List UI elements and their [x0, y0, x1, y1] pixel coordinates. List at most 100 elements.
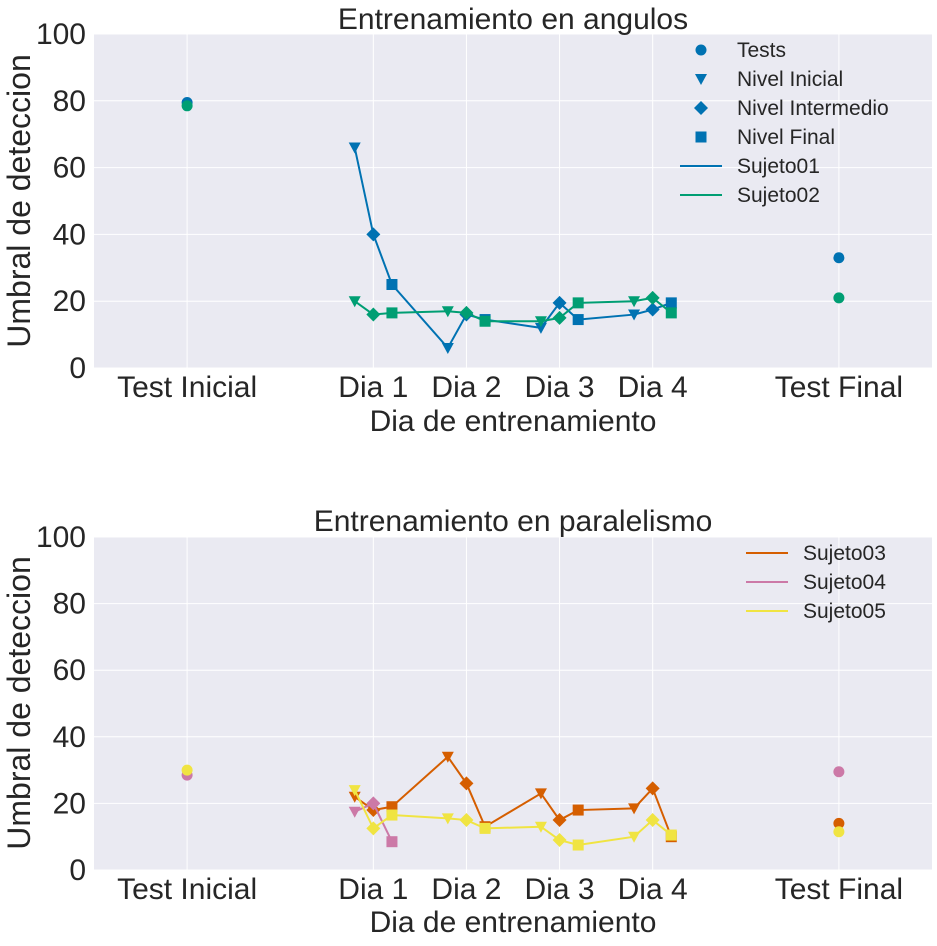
panel-angulos: Entrenamiento en angulos 0 20 40 60 80 100 Te…	[1, 3, 932, 438]
x-tick-label: Dia 4	[618, 873, 688, 906]
series-sujeto02	[181, 100, 845, 328]
data-point	[366, 821, 381, 836]
data-point	[459, 776, 474, 791]
data-point	[534, 316, 547, 328]
legend-label: Tests	[737, 39, 786, 62]
data-point	[348, 142, 361, 154]
data-point	[665, 307, 677, 319]
data-point	[441, 751, 454, 763]
y-tick-label: 100	[36, 521, 86, 554]
y-tick-label: 100	[36, 18, 86, 51]
legend-label: Nivel Intermedio	[737, 97, 889, 120]
data-point	[645, 781, 660, 796]
data-point	[534, 322, 547, 334]
y-tick-label: 40	[53, 721, 86, 754]
data-point	[386, 279, 398, 290]
data-point	[386, 809, 398, 821]
x-axis-label-paralelismo: Dia de entrenamiento	[370, 906, 657, 939]
data-point	[348, 296, 361, 308]
x-tick-label: Test Inicial	[117, 873, 257, 906]
data-point	[386, 307, 398, 319]
series-sujeto05	[181, 764, 845, 851]
series-paralelismo	[181, 751, 845, 851]
test-point	[181, 100, 193, 112]
chart-title-paralelismo: Entrenamiento en paralelismo	[314, 505, 713, 538]
x-tick-label: Test Final	[775, 371, 903, 404]
data-point	[348, 806, 361, 818]
data-point	[366, 307, 381, 322]
legend-paralelismo: Sujeto03 Sujeto04 Sujeto05	[746, 542, 886, 623]
data-point	[479, 822, 491, 834]
legend-angulos: Tests Nivel Inicial Nivel Intermedio Nivel …	[680, 39, 889, 207]
test-point	[833, 292, 845, 304]
x-tick-label: Test Final	[775, 873, 903, 906]
data-point	[628, 803, 641, 815]
data-point	[665, 297, 677, 309]
legend-label: Sujeto04	[803, 571, 886, 594]
data-point	[572, 314, 584, 326]
legend-label: Nivel Final	[737, 126, 835, 149]
data-point	[645, 302, 660, 317]
x-tick-label: Dia 2	[431, 371, 501, 404]
data-point	[552, 310, 567, 325]
x-tick-label: Dia 1	[338, 873, 408, 906]
data-point	[366, 796, 381, 811]
y-tick-label: 80	[53, 588, 86, 621]
legend-label: Sujeto01	[737, 155, 820, 178]
legend-marker	[695, 131, 707, 143]
y-ticks-angulos: 0 20 40 60 80 100	[36, 18, 86, 385]
y-tick-label: 0	[69, 854, 86, 887]
legend-label: Sujeto02	[737, 184, 820, 207]
legend-label: Sujeto05	[803, 600, 886, 623]
data-point	[552, 833, 567, 848]
data-point	[459, 813, 474, 828]
legend-label: Nivel Inicial	[737, 68, 843, 91]
data-point	[386, 801, 398, 813]
legend-label: Sujeto03	[803, 542, 886, 565]
y-tick-label: 60	[53, 654, 86, 687]
data-point	[645, 290, 660, 305]
test-point	[833, 817, 845, 829]
legend-marker	[695, 74, 707, 85]
data-point	[459, 305, 474, 320]
y-tick-label: 20	[53, 787, 86, 820]
series-angulos	[181, 96, 845, 354]
y-tick-label: 60	[53, 152, 86, 185]
plot-area-angulos	[94, 34, 932, 368]
panel-paralelismo: Entrenamiento en paralelismo 0 20 40 60 80 10…	[1, 505, 932, 939]
data-point	[441, 813, 454, 825]
chart-title-angulos: Entrenamiento en angulos	[338, 3, 688, 36]
data-point	[572, 297, 584, 309]
y-tick-label: 40	[53, 218, 86, 251]
y-tick-label: 80	[53, 85, 86, 118]
test-point	[833, 766, 845, 778]
y-tick-label: 20	[53, 285, 86, 318]
data-point	[348, 785, 361, 797]
y-ticks-paralelismo: 0 20 40 60 80 100	[36, 521, 86, 887]
data-point	[534, 788, 547, 800]
x-axis-label-angulos: Dia de entrenamiento	[370, 405, 657, 438]
data-point	[386, 836, 398, 848]
data-point	[441, 342, 454, 354]
data-point	[441, 306, 454, 318]
legend-marker	[694, 101, 708, 115]
test-point	[833, 252, 845, 264]
plot-area-paralelismo	[94, 537, 932, 870]
x-tick-label: Dia 3	[525, 873, 595, 906]
data-point	[572, 804, 584, 816]
data-point	[534, 821, 547, 833]
data-point	[628, 296, 641, 308]
data-point	[628, 309, 641, 321]
x-tick-label: Dia 1	[338, 371, 408, 404]
data-point	[665, 829, 677, 841]
x-ticks-paralelismo: Test Inicial Dia 1 Dia 2 Dia 3 Dia 4 Test Fin…	[117, 873, 903, 906]
data-point	[552, 813, 567, 828]
x-tick-label: Dia 3	[525, 371, 595, 404]
data-point	[479, 315, 491, 327]
data-point	[552, 295, 567, 310]
y-axis-label-angulos: Umbral de deteccion	[1, 54, 37, 347]
grid-paralelismo	[94, 536, 932, 871]
legend-marker	[695, 44, 707, 56]
x-tick-label: Dia 4	[618, 371, 688, 404]
